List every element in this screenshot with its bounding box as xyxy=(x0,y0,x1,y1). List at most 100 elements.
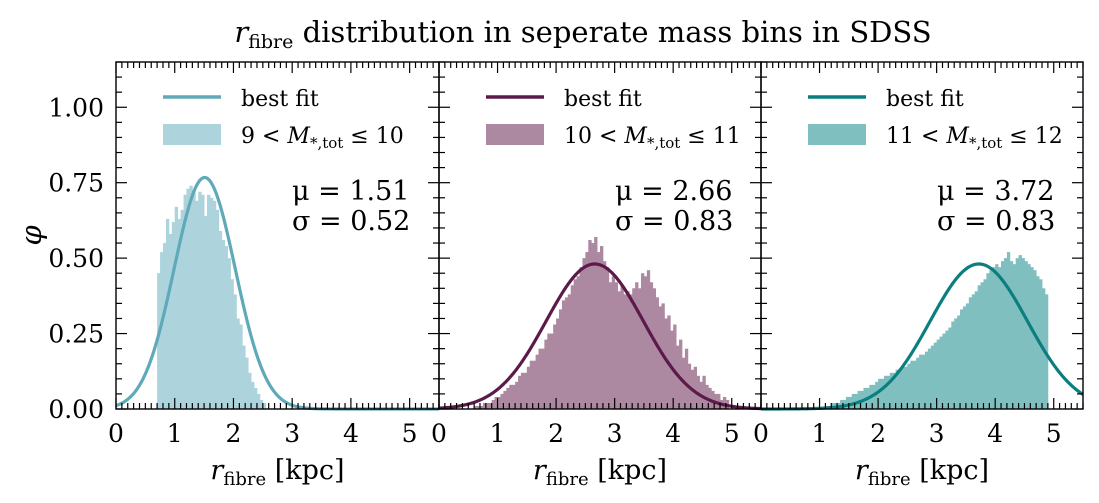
hist-bar xyxy=(1006,252,1011,409)
hist-bar xyxy=(857,390,861,409)
hist-bar xyxy=(989,270,993,409)
hist-bar xyxy=(541,348,545,409)
hist-bar xyxy=(948,327,952,409)
legend-hist-label: 10 < M*,tot ≤ 11 xyxy=(564,124,741,152)
hist-bar xyxy=(974,291,979,409)
hist-bar xyxy=(883,375,888,409)
x-axis-label: rfibre [kpc] xyxy=(855,455,989,490)
histogram-3 xyxy=(825,252,1049,409)
legend-hist-label-part: *,tot xyxy=(647,134,680,152)
x-tick-label: 1 xyxy=(812,419,828,448)
hist-bar xyxy=(930,345,935,409)
hist-bar xyxy=(171,221,176,409)
hist-bar xyxy=(626,291,630,409)
hist-bar xyxy=(515,381,519,409)
hist-bar xyxy=(922,354,926,409)
hist-bar xyxy=(605,267,610,409)
hist-bar xyxy=(992,267,996,409)
panel-1: 0 1 2 3 4 5 rfibre [kpc] 0.00 0.25 0.50 0.75 1.00 φ b… xyxy=(14,61,440,490)
hist-bar xyxy=(532,360,536,409)
hist-bar xyxy=(901,366,905,409)
x-tick-label: 4 xyxy=(665,419,681,448)
hist-bar xyxy=(608,282,613,409)
hist-bar xyxy=(474,405,478,409)
hist-bar xyxy=(506,387,510,409)
hist-bar xyxy=(245,357,249,409)
hist-bar xyxy=(643,276,648,409)
hist-bar xyxy=(623,294,627,409)
figure-title: rfibre distribution in seperate mass bin… xyxy=(234,15,931,53)
hist-bar xyxy=(971,294,976,409)
title-rest: distribution in seperate mass bins in SD… xyxy=(293,15,931,49)
hist-bar xyxy=(889,372,894,409)
y-tick-label: 0.75 xyxy=(48,169,104,198)
best-fit-line xyxy=(438,262,762,411)
hist-bar xyxy=(591,243,595,409)
hist-bar xyxy=(585,252,589,409)
hist-bar xyxy=(168,233,173,409)
hist-bar xyxy=(851,393,856,409)
hist-bar xyxy=(239,324,243,409)
x-tick-label: 0 xyxy=(753,419,769,448)
hist-bar xyxy=(1033,270,1037,409)
x-tick-label: 2 xyxy=(870,419,886,448)
x-label-unit: [kpc] xyxy=(589,455,667,486)
hist-bar xyxy=(1021,258,1025,409)
hist-bar xyxy=(494,396,498,409)
y-axis-label: φ xyxy=(14,225,48,246)
hist-bar xyxy=(207,194,211,409)
hist-bar xyxy=(936,339,940,409)
hist-bar xyxy=(262,402,267,409)
hist-bar xyxy=(482,402,487,409)
hist-bar xyxy=(1015,258,1019,409)
hist-bar xyxy=(544,339,548,409)
hist-bar xyxy=(195,200,199,409)
hist-bar xyxy=(895,369,899,409)
hist-bar xyxy=(550,333,554,409)
hist-bar xyxy=(165,218,170,409)
hist-bar xyxy=(259,399,264,409)
hist-bar xyxy=(535,354,539,409)
x-axis-label: rfibre [kpc] xyxy=(533,455,667,490)
hist-bar xyxy=(509,384,513,409)
hist-bar xyxy=(192,191,196,409)
hist-bar xyxy=(479,405,484,409)
hist-bar xyxy=(954,318,958,409)
x-label-sub: fibre xyxy=(223,469,266,490)
x-tick-label: 3 xyxy=(929,419,945,448)
hist-bar xyxy=(722,396,727,409)
hist-bar xyxy=(497,396,501,409)
hist-bar xyxy=(576,276,580,409)
hist-bar xyxy=(254,387,258,409)
x-label-unit: [kpc] xyxy=(911,455,989,486)
legend-hist-swatch xyxy=(808,124,866,145)
hist-bar xyxy=(892,372,897,409)
legend-line-label: best fit xyxy=(886,87,964,112)
hist-bar xyxy=(491,399,496,409)
hist-bar xyxy=(251,381,255,409)
hist-bar xyxy=(559,309,563,409)
hist-bar xyxy=(248,372,252,409)
y-tick-label: 0.50 xyxy=(48,244,104,273)
hist-bar xyxy=(256,393,261,409)
hist-bar xyxy=(652,288,657,409)
legend: best fit 9 < M*,tot ≤ 10 xyxy=(163,87,404,152)
hist-bar xyxy=(209,197,214,409)
hist-bar xyxy=(977,285,981,409)
hist-bar xyxy=(916,357,920,409)
hist-bar xyxy=(162,243,167,409)
hist-bar xyxy=(503,390,507,409)
hist-bar xyxy=(878,378,882,409)
legend: best fit 10 < M*,tot ≤ 11 xyxy=(486,87,741,152)
y-tick-label: 1.00 xyxy=(48,93,104,122)
hist-bar xyxy=(242,345,246,409)
hist-bar xyxy=(579,267,583,409)
hist-bar xyxy=(995,264,999,409)
tick-marks xyxy=(760,61,1084,410)
hist-bar xyxy=(705,384,709,409)
legend-hist-label-part: M xyxy=(945,124,969,149)
hist-bar xyxy=(717,393,721,409)
mu-annotation: μ = 2.66 xyxy=(615,176,732,207)
hist-bar xyxy=(655,297,659,409)
